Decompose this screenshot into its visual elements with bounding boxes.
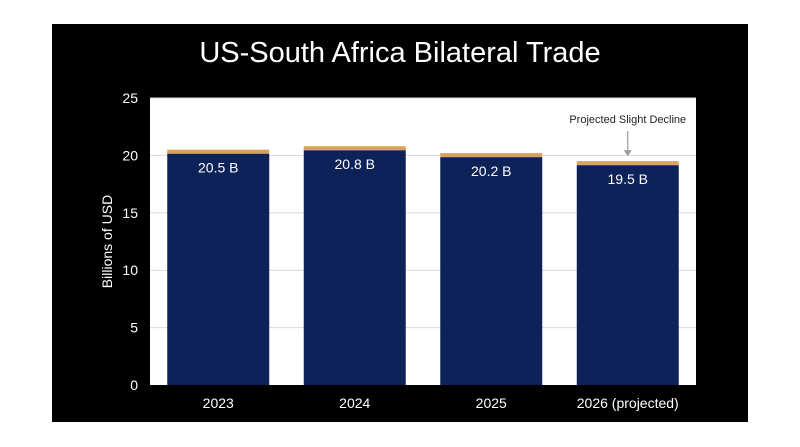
y-axis-ticks: 0 5 10 15 20 25: [122, 90, 138, 393]
y-tick-label: 0: [130, 377, 138, 393]
chart-title: US-South Africa Bilateral Trade: [199, 37, 600, 69]
y-tick-label: 15: [122, 205, 138, 221]
bar-2023: [167, 153, 270, 385]
y-tick-label: 25: [122, 90, 138, 106]
annotation-label: Projected Slight Decline: [569, 114, 686, 126]
x-axis-ticks: 2023 2024 2025 2026 (projected): [203, 395, 679, 411]
data-label: 20.5 B: [198, 160, 238, 176]
bar-chart: US-South Africa Bilateral Trade 0 5 10 15 20…: [99, 37, 696, 411]
data-label: 20.8 B: [335, 156, 375, 172]
bar-cap: [303, 146, 406, 151]
annotation-group: Projected Slight Decline: [569, 114, 686, 157]
data-label: 20.2 B: [471, 163, 511, 179]
y-tick-label: 5: [130, 320, 138, 336]
x-tick-label: 2025: [476, 395, 507, 411]
bar-cap: [167, 149, 270, 154]
y-axis-title: Billions of USD: [99, 195, 115, 288]
y-tick-label: 10: [122, 262, 138, 278]
y-tick-label: 20: [122, 147, 138, 163]
bar-cap: [576, 161, 679, 166]
bar-2026 (projected): [576, 165, 679, 385]
data-label: 19.5 B: [608, 171, 648, 187]
chart-panel: US-South Africa Bilateral Trade 0 5 10 15 20…: [52, 24, 748, 422]
bar-2024: [303, 150, 406, 385]
bar-cap: [440, 153, 543, 158]
bar-2025: [440, 157, 543, 385]
annotation-arrow-head: [623, 150, 632, 157]
x-tick-label: 2023: [203, 395, 234, 411]
x-tick-label: 2026 (projected): [577, 395, 679, 411]
bars: 20.5 B 20.8 B 20.2 B 19.5 B: [167, 146, 679, 385]
x-tick-label: 2024: [339, 395, 370, 411]
